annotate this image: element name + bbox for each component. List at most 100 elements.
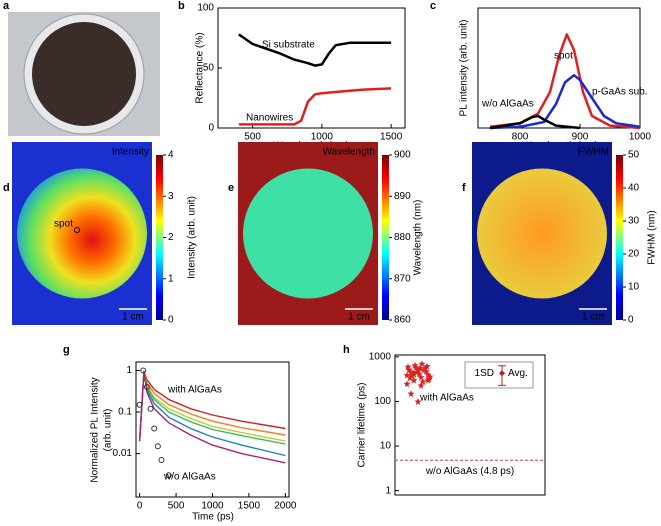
panel-label: a — [3, 0, 10, 12]
data-point — [143, 384, 150, 391]
data-point — [426, 373, 434, 381]
x-tick-label: 1000 — [311, 132, 334, 143]
data-point — [408, 372, 416, 380]
x-tick-label: 1000 — [629, 132, 652, 143]
data-point — [417, 381, 425, 389]
y-axis-label: Carrier lifetime (ps) — [357, 382, 368, 467]
series-label: p-GaAs sub. — [592, 87, 648, 98]
colorbar — [156, 155, 163, 320]
data-point — [403, 380, 411, 388]
data-point — [409, 369, 417, 377]
y-axis-label: Reflectance (%) — [195, 32, 206, 103]
data-point — [422, 367, 430, 375]
x-tick-label: 900 — [572, 132, 589, 143]
colorbar-tick-label: 30 — [628, 216, 640, 227]
data-point — [414, 397, 422, 405]
series-label: spot — [554, 51, 573, 62]
map-title: FWHM — [578, 147, 609, 158]
series-line — [138, 370, 286, 445]
data-point — [421, 364, 429, 372]
axes-frame — [217, 7, 406, 129]
reference-label: w/o AlGaAs (4.8 ps) — [425, 466, 514, 477]
data-point — [406, 374, 414, 382]
colorbar-tick-label: 50 — [628, 150, 640, 161]
y-axis-label: PL intensity (arb. unit) — [459, 20, 470, 117]
colorbar-tick-label: 20 — [628, 249, 640, 260]
colorbar-tick-label: 10 — [628, 282, 640, 293]
data-point — [411, 361, 419, 369]
series-label: Nanowires — [246, 113, 293, 124]
x-tick-label: 500 — [244, 132, 261, 143]
data-point — [140, 367, 147, 374]
scale-bar-label: 1 cm — [348, 312, 370, 323]
map-title: Intensity — [112, 147, 149, 158]
series-label: with AlGaAs — [419, 393, 474, 404]
map-wafer — [477, 168, 607, 299]
colorbar-tick-label: 1 — [168, 273, 174, 284]
data-point — [419, 378, 427, 386]
panel-label: c — [430, 0, 436, 12]
series-line — [238, 87, 392, 126]
legend-box — [464, 361, 534, 389]
map-wafer — [243, 168, 373, 299]
scale-bar-label: 1 cm — [122, 312, 144, 323]
series-line — [238, 33, 392, 67]
y-tick-label: 1000 — [369, 351, 392, 362]
data-point — [407, 390, 415, 398]
colorbar-tick-label: 900 — [394, 150, 411, 161]
wafer — [32, 22, 136, 126]
panel-label: h — [343, 344, 350, 356]
series-line — [489, 114, 581, 130]
data-point — [413, 368, 421, 376]
data-point — [151, 425, 158, 432]
colorbar-tick-label: 40 — [628, 183, 640, 194]
data-point — [403, 371, 411, 379]
x-tick-label: 1500 — [380, 132, 403, 143]
data-point — [420, 366, 428, 374]
y-tick-label: 0.01 — [113, 448, 133, 459]
colorbar-tick-label: 890 — [394, 191, 411, 202]
data-point — [412, 363, 420, 371]
colorbar-tick-label: 0 — [168, 315, 174, 326]
colorbar-tick-label: 2 — [168, 232, 174, 243]
colorbar — [382, 155, 389, 320]
data-point — [417, 373, 425, 381]
data-point — [154, 443, 161, 450]
x-tick-label: 1000 — [201, 501, 224, 512]
error-label: 1SD — [475, 368, 494, 379]
scale-bar-label: 1 cm — [582, 312, 604, 323]
data-point — [165, 472, 172, 479]
y-tick-label: 50 — [203, 63, 215, 74]
average-label: Avg. — [508, 368, 528, 379]
y-tick-label: 1 — [126, 365, 132, 376]
data-point — [136, 401, 143, 408]
colorbar-tick-label: 4 — [168, 150, 174, 161]
map-wafer — [17, 168, 147, 299]
y-tick-label: 10 — [380, 441, 392, 452]
x-tick-label: 500 — [168, 501, 185, 512]
average-marker — [499, 370, 505, 377]
x-tick-label: 1500 — [238, 501, 261, 512]
data-point — [158, 456, 165, 463]
panel-label: f — [462, 182, 466, 194]
series-line — [138, 370, 286, 464]
data-point — [147, 405, 154, 412]
y-tick-label: 0 — [208, 123, 214, 134]
data-point — [404, 363, 412, 371]
data-point — [416, 364, 424, 372]
map-title: Wavelength — [323, 147, 375, 158]
map-annotation: spot — [54, 219, 73, 230]
series-label: w/o AlGaAs — [481, 99, 534, 110]
y-tick-label: 100 — [197, 3, 214, 14]
colorbar-tick-label: 860 — [394, 315, 411, 326]
panel-label: e — [228, 182, 234, 194]
x-tick-label: 800 — [512, 132, 529, 143]
series-label: with AlGaAs — [167, 385, 222, 396]
spot-marker — [74, 227, 80, 233]
series-label: Si substrate — [262, 40, 315, 51]
data-point — [418, 360, 426, 368]
x-tick-label: 2000 — [274, 501, 297, 512]
y-tick-label: 100 — [374, 396, 391, 407]
x-axis-label: Time (ps) — [192, 512, 234, 523]
colorbar-tick-label: 3 — [168, 191, 174, 202]
